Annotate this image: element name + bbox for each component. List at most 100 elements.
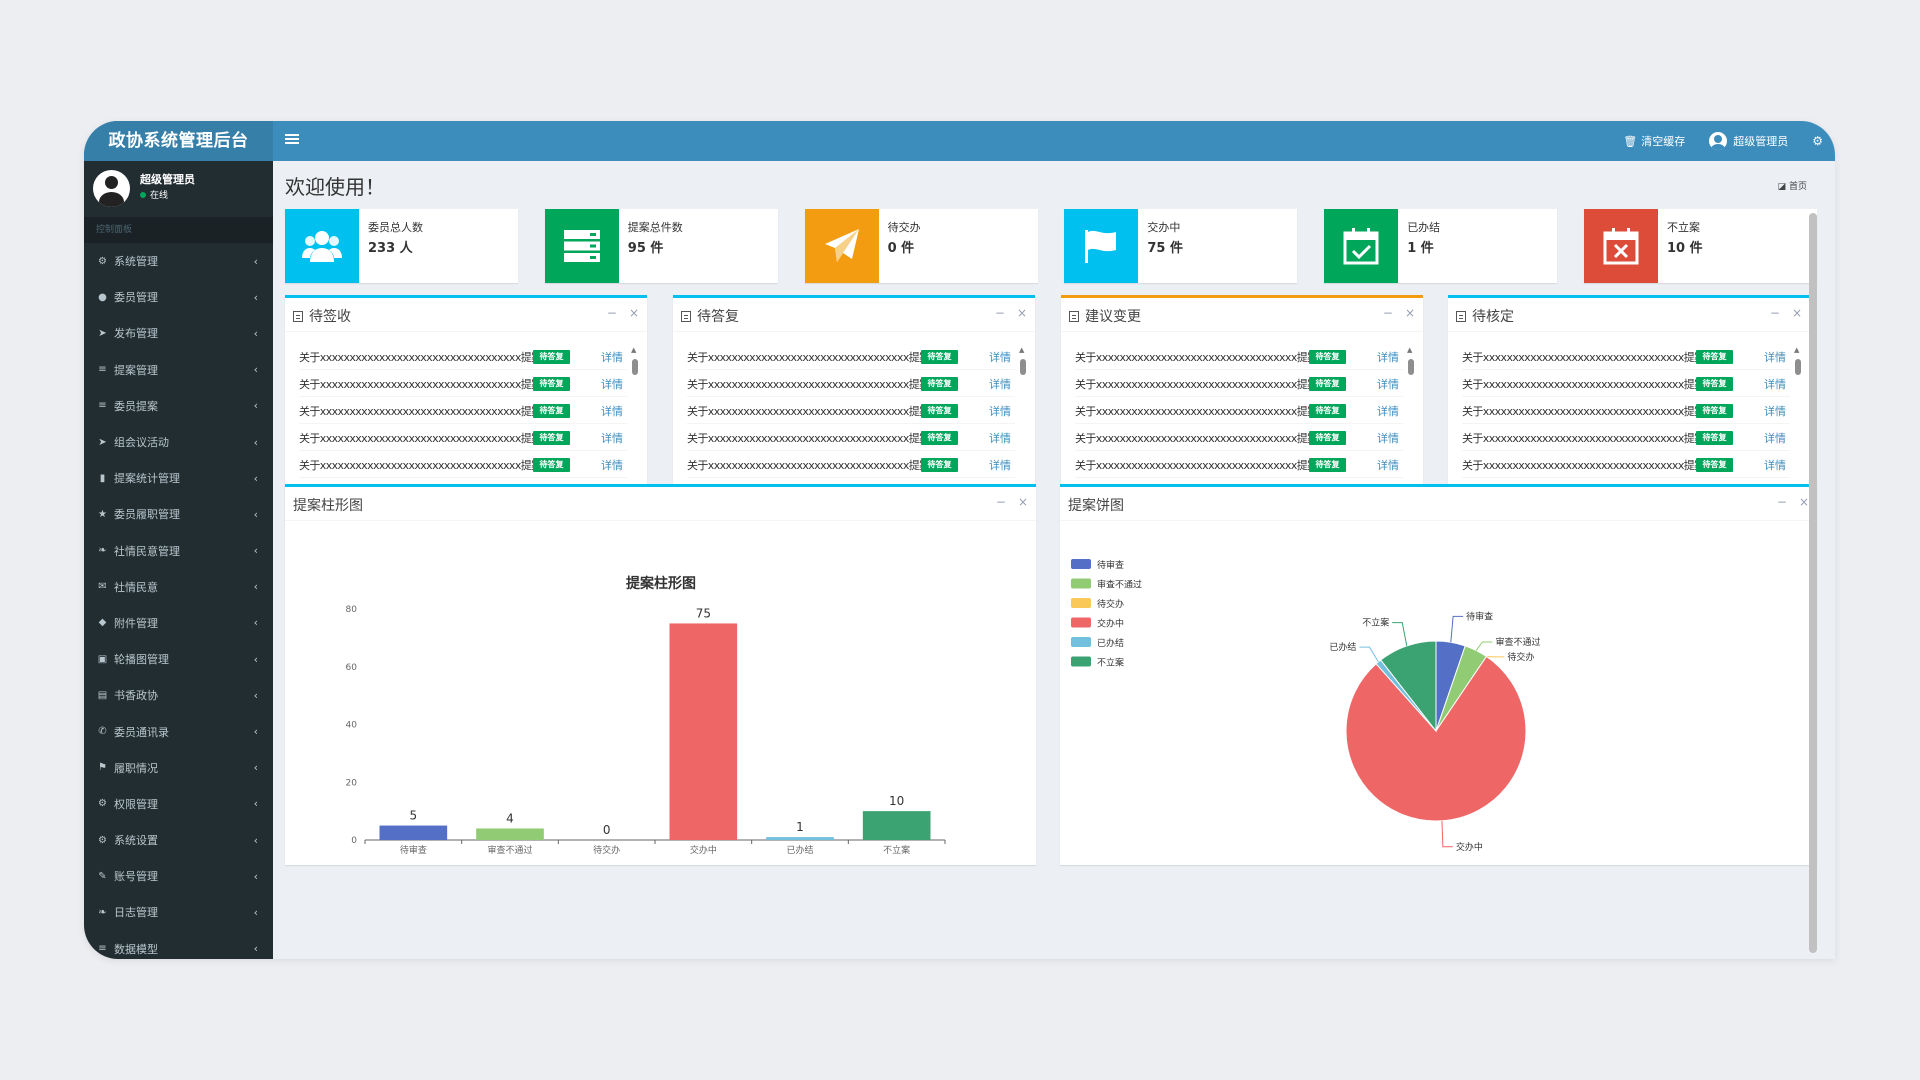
scroll-thumb[interactable] xyxy=(1795,359,1801,375)
detail-link[interactable]: 详情 xyxy=(1764,351,1786,364)
sidebar-item[interactable]: ★ 委员履职管理 ‹ xyxy=(98,507,258,522)
detail-link[interactable]: 详情 xyxy=(989,459,1011,472)
sidebar-item[interactable]: ➤ 发布管理 ‹ xyxy=(98,326,258,341)
pie-leader-line xyxy=(1450,615,1464,643)
scroll-up-icon[interactable]: ▲ xyxy=(631,346,637,354)
detail-link[interactable]: 详情 xyxy=(1377,378,1399,391)
legend-label: 待交办 xyxy=(1097,598,1124,610)
sidebar-item[interactable]: ✎ 账号管理 ‹ xyxy=(98,869,258,884)
list-item: 关于xxxxxxxxxxxxxxxxxxxxxxxxxxxxxxxxxx提案待答… xyxy=(299,397,627,424)
detail-link[interactable]: 详情 xyxy=(989,432,1011,445)
sidebar-item[interactable]: ⚙ 权限管理 ‹ xyxy=(98,797,258,811)
detail-link[interactable]: 详情 xyxy=(989,378,1011,391)
sidebar-item[interactable]: ▮ 提案统计管理 ‹ xyxy=(84,460,273,496)
stats-row: 委员总人数 233 人 提案总件数 95 件 待交办 0 件 交办中 75 件 已办结 1 件 不立… xyxy=(285,209,1817,283)
legend-swatch xyxy=(1071,559,1091,569)
close-icon[interactable]: × xyxy=(1791,306,1802,320)
detail-link[interactable]: 详情 xyxy=(1764,459,1786,472)
sidebar-item[interactable]: ▣ 轮播图管理 ‹ xyxy=(97,652,258,667)
bar xyxy=(766,837,834,840)
clear-cache-button[interactable]: 🗑 清空缓存 xyxy=(1623,134,1686,149)
sidebar-item[interactable]: ❧ 日志管理 ‹ xyxy=(98,905,258,920)
app-logo[interactable]: 政协系统管理后台 xyxy=(84,121,273,161)
stat-label: 已办结 xyxy=(1407,221,1441,234)
list-item-title: 关于xxxxxxxxxxxxxxxxxxxxxxxxxxxxxxxxxx提案 xyxy=(687,432,930,445)
tag-icon: ◆ xyxy=(98,617,107,629)
users-icon xyxy=(285,209,359,283)
detail-link[interactable]: 详情 xyxy=(989,405,1011,418)
detail-link[interactable]: 详情 xyxy=(1764,432,1786,445)
scroll-up-icon[interactable]: ▲ xyxy=(1794,346,1800,354)
status-badge: 待答复 xyxy=(1309,458,1346,472)
settings-gears-icon[interactable]: ⚙ xyxy=(1812,134,1823,148)
calendar-times-icon xyxy=(1584,209,1658,283)
panel-title: 待核定 xyxy=(1456,306,1514,326)
detail-link[interactable]: 详情 xyxy=(1377,351,1399,364)
y-tick-label: 20 xyxy=(346,778,358,788)
sidebar-item[interactable]: ✆ 委员通讯录 ‹ xyxy=(98,725,258,739)
breadcrumb-home[interactable]: ◪ 首页 xyxy=(1777,182,1807,192)
chevron-left-icon: ‹ xyxy=(253,544,258,558)
chevron-left-icon: ‹ xyxy=(253,688,258,702)
sidebar-item[interactable]: ▤ 书香政协 ‹ xyxy=(97,688,258,703)
scroll-up-icon[interactable]: ▲ xyxy=(1019,346,1025,354)
detail-link[interactable]: 详情 xyxy=(601,432,623,445)
close-icon[interactable]: × xyxy=(628,306,639,320)
close-icon[interactable]: × xyxy=(1016,306,1027,320)
collapse-icon[interactable]: − xyxy=(995,495,1006,509)
detail-link[interactable]: 详情 xyxy=(601,459,623,472)
collapse-icon[interactable]: − xyxy=(1776,495,1787,509)
stat-card: 提案总件数 95 件 xyxy=(544,209,778,283)
collapse-icon[interactable]: − xyxy=(994,306,1005,320)
list-icon: ≡ xyxy=(98,364,107,376)
detail-link[interactable]: 详情 xyxy=(1764,405,1786,418)
scroll-thumb[interactable] xyxy=(1020,359,1026,375)
scroll-thumb[interactable] xyxy=(632,359,638,375)
close-icon[interactable]: × xyxy=(1798,495,1809,509)
sidebar-item[interactable]: ❧ 社情民意管理 ‹ xyxy=(98,544,258,558)
sidebar-item[interactable]: ≡ 委员提案 ‹ xyxy=(98,399,258,413)
sidebar-item[interactable]: ≡ 提案管理 ‹ xyxy=(98,363,258,377)
list-item: 关于xxxxxxxxxxxxxxxxxxxxxxxxxxxxxxxxxx提案待答… xyxy=(1075,370,1403,397)
sidebar-toggle-icon[interactable] xyxy=(285,132,299,150)
sidebar-item[interactable]: ✉ 社情民意 ‹ xyxy=(98,580,258,594)
page-scrollbar[interactable] xyxy=(1809,213,1817,953)
collapse-icon[interactable]: − xyxy=(606,306,617,320)
detail-link[interactable]: 详情 xyxy=(1377,432,1399,445)
list-item: 关于xxxxxxxxxxxxxxxxxxxxxxxxxxxxxxxxxx提案待答… xyxy=(1462,451,1790,478)
detail-link[interactable]: 详情 xyxy=(1377,405,1399,418)
list-item: 关于xxxxxxxxxxxxxxxxxxxxxxxxxxxxxxxxxx提案待答… xyxy=(687,370,1015,397)
detail-link[interactable]: 详情 xyxy=(601,405,623,418)
stat-label: 交办中 xyxy=(1147,221,1181,234)
sidebar-item[interactable]: ➤ 组会议活动 ‹ xyxy=(98,435,258,450)
collapse-icon[interactable]: − xyxy=(1769,306,1780,320)
pie-chart-title: 提案饼图 xyxy=(1068,498,1124,514)
detail-link[interactable]: 详情 xyxy=(1377,459,1399,472)
send-icon: ➤ xyxy=(98,436,107,448)
detail-link[interactable]: 详情 xyxy=(989,351,1011,364)
list-item-title: 关于xxxxxxxxxxxxxxxxxxxxxxxxxxxxxxxxxx提案 xyxy=(687,405,930,418)
sidebar-item[interactable]: ≡ 数据模型 ‹ xyxy=(98,942,258,956)
panel-title: 待答复 xyxy=(681,306,739,326)
sidebar-item[interactable]: ◆ 附件管理 ‹ xyxy=(98,616,258,630)
user-panel: 超级管理员 在线 xyxy=(84,161,273,217)
sidebar-item[interactable]: ⚙ 系统管理 ‹ xyxy=(98,254,258,269)
sidebar-item[interactable]: ● 委员管理 ‹ xyxy=(98,290,258,305)
detail-link[interactable]: 详情 xyxy=(1764,378,1786,391)
y-tick-label: 80 xyxy=(346,605,358,615)
sidebar-item[interactable]: ⚑ 履职情况 ‹ xyxy=(98,761,258,775)
legend-swatch xyxy=(1071,598,1091,608)
bar-chart: 提案柱形图 0 20 40 60 80 5 待审查 4 审查不通过 0 待交办 75 交办中 1 已办结 10 不… xyxy=(346,575,946,856)
legend-swatch xyxy=(1071,578,1091,589)
scroll-thumb[interactable] xyxy=(1408,359,1414,375)
chevron-left-icon: ‹ xyxy=(253,399,258,413)
legend-swatch xyxy=(1071,656,1091,667)
close-icon[interactable]: × xyxy=(1404,306,1415,320)
user-menu[interactable]: 超级管理员 xyxy=(1709,132,1788,150)
detail-link[interactable]: 详情 xyxy=(601,378,623,391)
sidebar-item[interactable]: ⚙ 系统设置 ‹ xyxy=(98,833,258,848)
collapse-icon[interactable]: − xyxy=(1382,306,1393,320)
detail-link[interactable]: 详情 xyxy=(601,351,623,364)
close-icon[interactable]: × xyxy=(1017,495,1028,509)
scroll-up-icon[interactable]: ▲ xyxy=(1407,346,1413,354)
